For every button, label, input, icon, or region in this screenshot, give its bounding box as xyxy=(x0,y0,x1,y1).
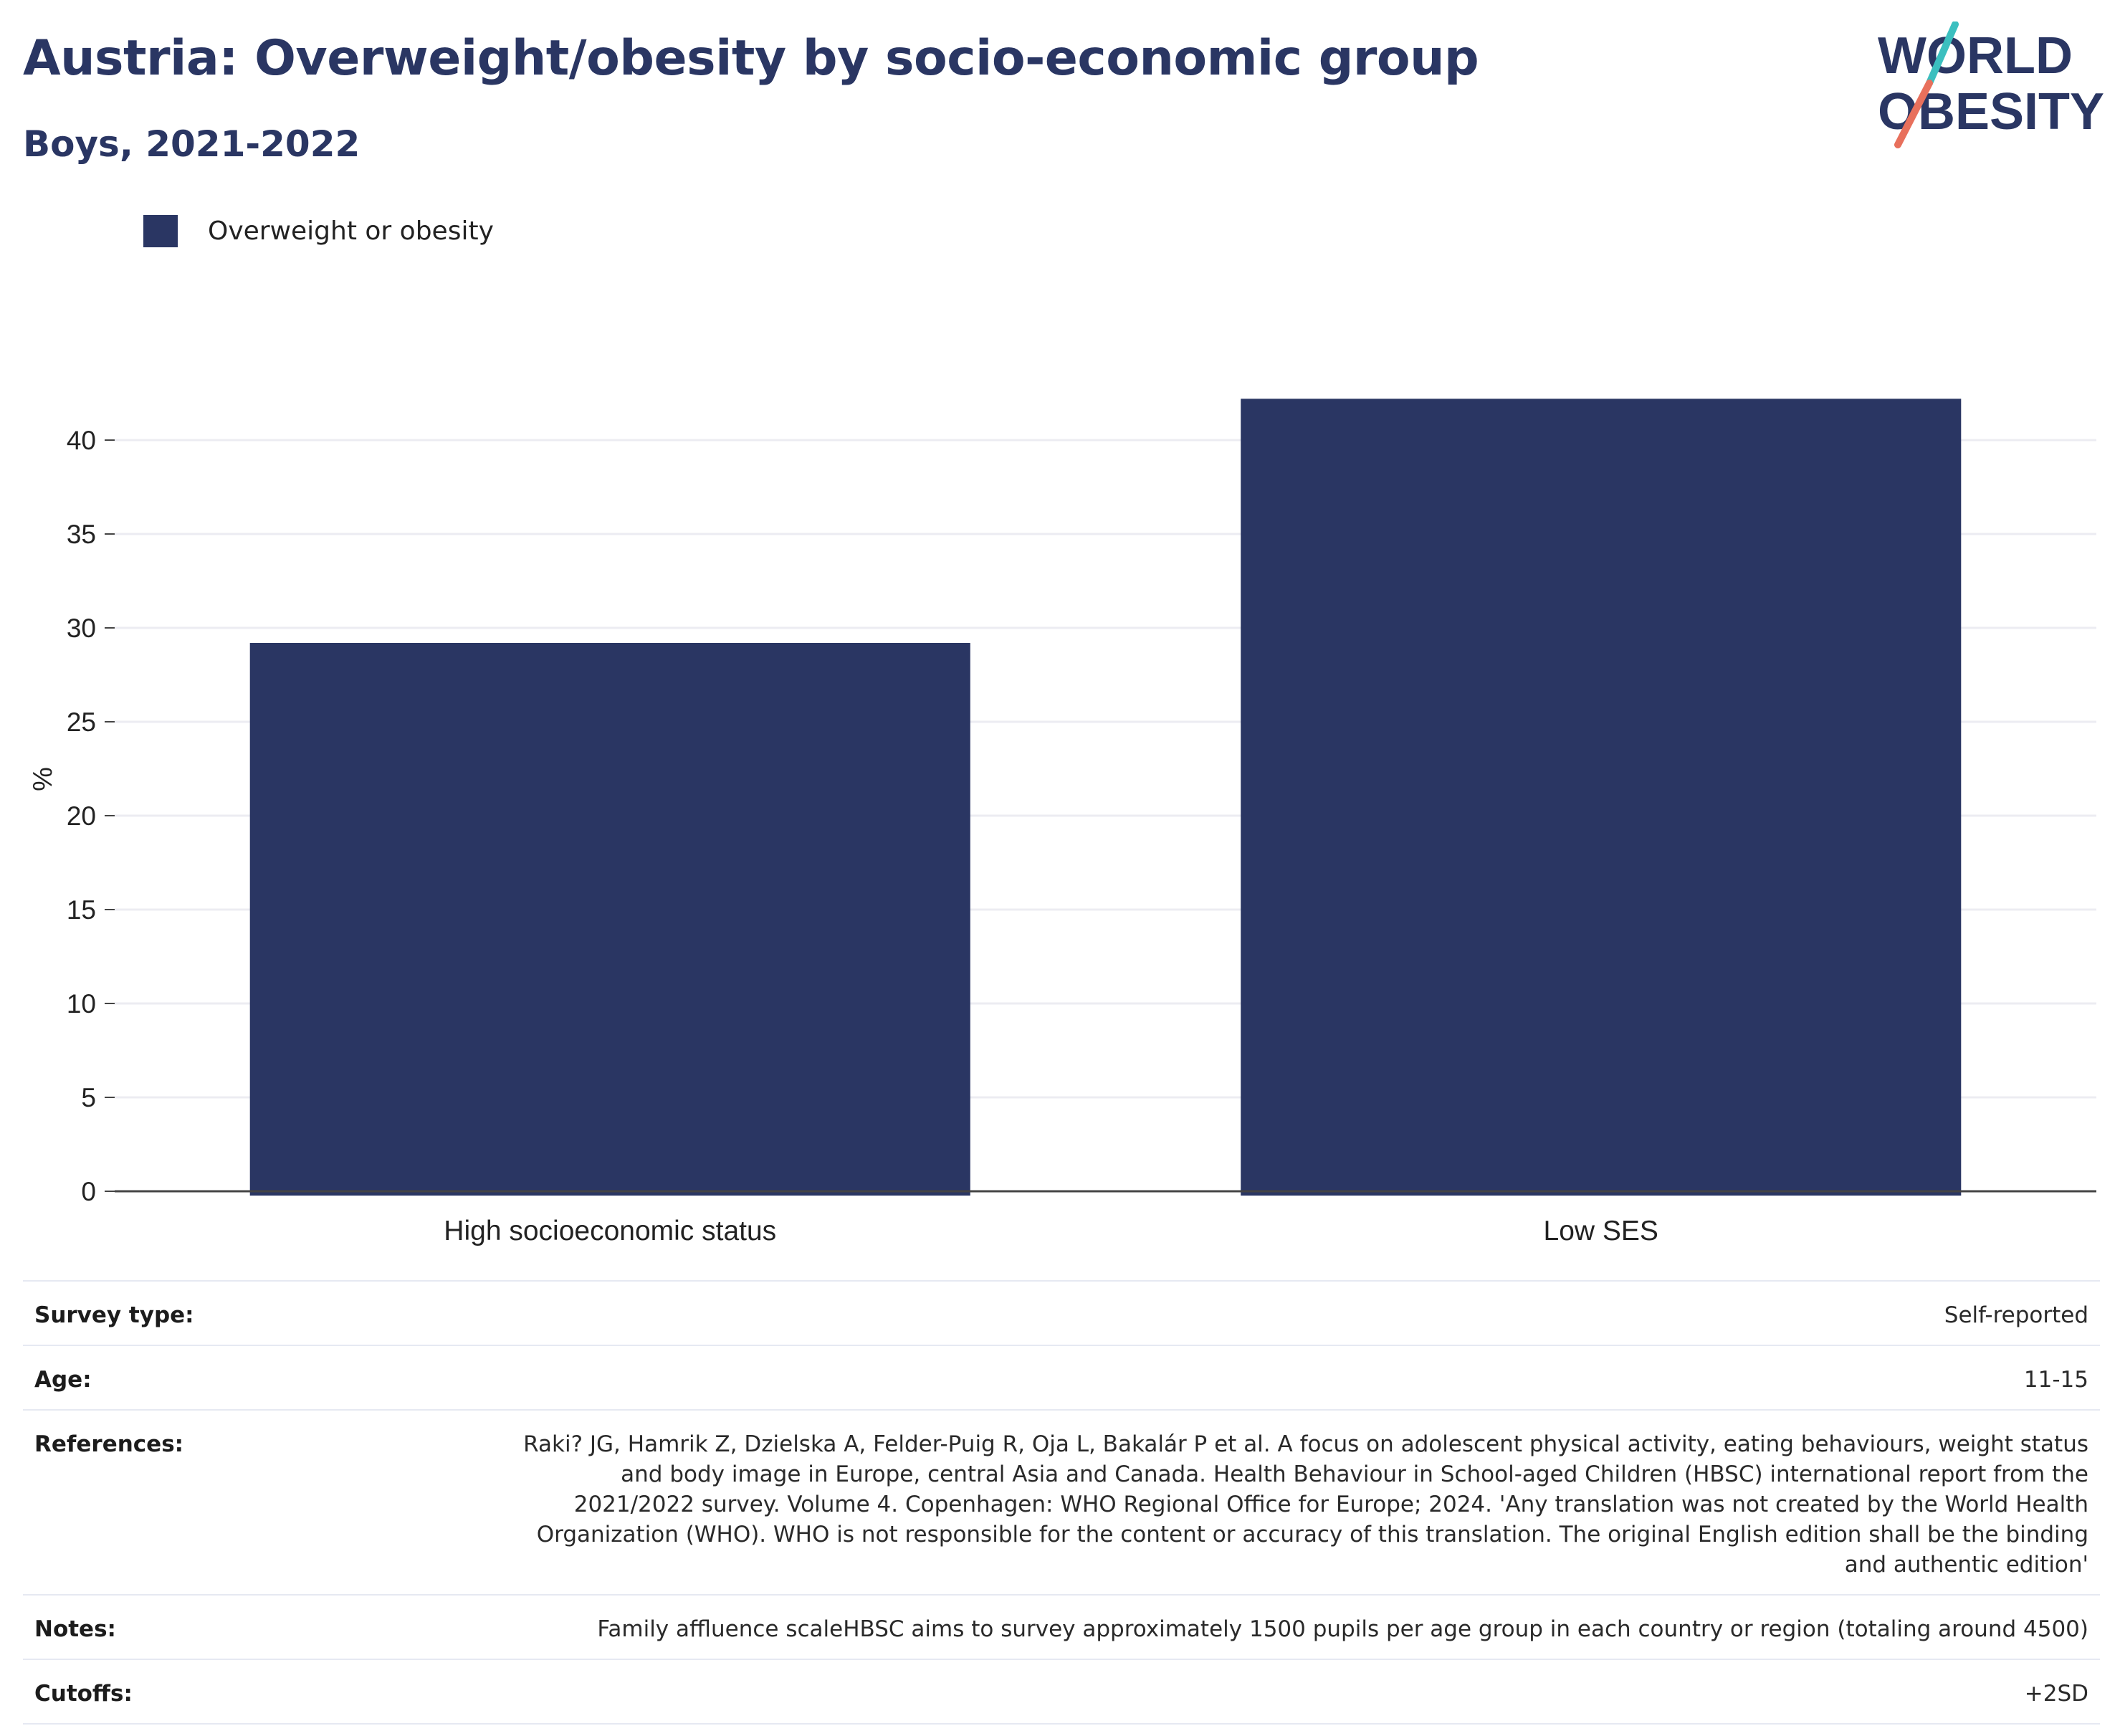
info-row-age: Age: 11-15 xyxy=(23,1346,2100,1411)
y-tick-label: 30 xyxy=(67,614,96,643)
info-row-references: References: Raki? JG, Hamrik Z, Dzielska… xyxy=(23,1411,2100,1596)
y-tick-label: 0 xyxy=(81,1177,96,1206)
survey-type-label: Survey type: xyxy=(34,1302,194,1328)
references-label: References: xyxy=(34,1431,184,1457)
notes-label: Notes: xyxy=(34,1616,116,1642)
y-tick-label: 20 xyxy=(67,801,96,831)
bar xyxy=(249,642,970,1196)
notes-value: Family affluence scaleHBSC aims to surve… xyxy=(597,1616,2088,1642)
legend-swatch xyxy=(143,215,178,247)
info-table: Survey type: Self-reported Age: 11-15 Re… xyxy=(23,1280,2100,1725)
cutoffs-value: +2SD xyxy=(2024,1681,2088,1707)
cutoffs-label: Cutoffs: xyxy=(34,1681,133,1707)
age-value: 11-15 xyxy=(2023,1367,2088,1393)
y-tick-label: 25 xyxy=(67,707,96,737)
page-subtitle: Boys, 2021-2022 xyxy=(23,123,361,165)
info-row-survey-type: Survey type: Self-reported xyxy=(23,1282,2100,1346)
logo-text-world: WORLD xyxy=(1878,27,2073,85)
y-axis-label: % xyxy=(28,767,58,791)
x-category-label: Low SES xyxy=(1544,1216,1658,1246)
logo-slash-teal xyxy=(1926,22,1959,87)
logo-slash-coral xyxy=(1894,80,1933,148)
survey-type-value: Self-reported xyxy=(1944,1302,2088,1328)
y-tick-label: 15 xyxy=(67,895,96,925)
x-category-label: High socioeconomic status xyxy=(444,1216,776,1246)
legend: Overweight or obesity xyxy=(143,215,494,247)
info-row-notes: Notes: Family affluence scaleHBSC aims t… xyxy=(23,1596,2100,1660)
y-tick-label: 35 xyxy=(67,520,96,549)
bar xyxy=(1241,399,1962,1196)
references-value: Raki? JG, Hamrik Z, Dzielska A, Felder-P… xyxy=(523,1431,2088,1578)
legend-label: Overweight or obesity xyxy=(208,216,494,246)
age-label: Age: xyxy=(34,1367,92,1393)
bar-chart: 0 5 10 15 20 25 30 35 40 High socioeconomic statu… xyxy=(28,399,2096,1246)
y-tick-label: 5 xyxy=(81,1083,96,1112)
bars xyxy=(249,399,1962,1196)
axes: 0 5 10 15 20 25 30 35 40 High socioeconomic statu… xyxy=(67,426,2096,1246)
info-row-cutoffs: Cutoffs: +2SD xyxy=(23,1660,2100,1725)
world-obesity-logo: WORLD OBESITY xyxy=(1878,22,2104,148)
y-tick-label: 40 xyxy=(67,426,96,455)
page-title: Austria: Overweight/obesity by socio-eco… xyxy=(23,30,1479,87)
y-tick-label: 10 xyxy=(67,989,96,1019)
